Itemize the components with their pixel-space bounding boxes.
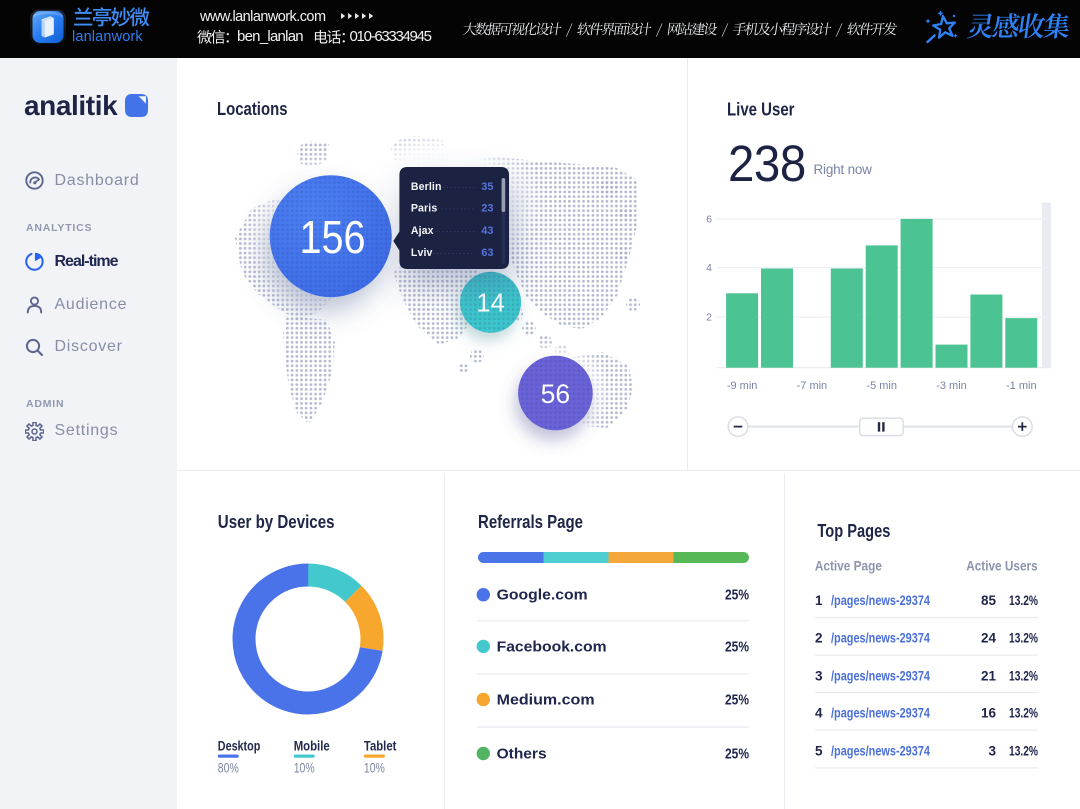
svg-text:13.2%: 13.2% bbox=[1009, 706, 1038, 721]
svg-text:13.2%: 13.2% bbox=[1009, 668, 1038, 683]
svg-text:2: 2 bbox=[706, 312, 712, 324]
svg-text:Tablet: Tablet bbox=[364, 738, 397, 754]
svg-text:14: 14 bbox=[476, 290, 504, 318]
svg-text:/pages/news-29374: /pages/news-29374 bbox=[831, 706, 930, 721]
svg-text:1: 1 bbox=[815, 593, 823, 608]
svg-text:Locations: Locations bbox=[217, 99, 288, 119]
svg-text:/pages/news-29374: /pages/news-29374 bbox=[831, 743, 930, 758]
svg-text:10%: 10% bbox=[364, 761, 385, 776]
svg-text:Google.com: Google.com bbox=[497, 587, 588, 604]
svg-text:13.2%: 13.2% bbox=[1009, 631, 1038, 646]
svg-text:6: 6 bbox=[706, 214, 712, 226]
svg-text:Facebook.com: Facebook.com bbox=[497, 638, 607, 655]
svg-text:25%: 25% bbox=[725, 638, 749, 655]
svg-text:35: 35 bbox=[481, 181, 493, 193]
svg-text:13.2%: 13.2% bbox=[1009, 593, 1038, 608]
svg-text:Lviv: Lviv bbox=[411, 247, 433, 259]
svg-text:63: 63 bbox=[481, 247, 493, 259]
svg-text:80%: 80% bbox=[218, 761, 239, 776]
svg-text:43: 43 bbox=[481, 225, 493, 237]
svg-text:/pages/news-29374: /pages/news-29374 bbox=[831, 668, 930, 683]
svg-text:Paris: Paris bbox=[411, 202, 437, 214]
svg-text:Active Users: Active Users bbox=[966, 558, 1038, 574]
svg-text:24: 24 bbox=[981, 631, 997, 646]
svg-text:3: 3 bbox=[988, 743, 996, 758]
svg-text:10%: 10% bbox=[294, 761, 315, 776]
svg-text:Top Pages: Top Pages bbox=[817, 521, 890, 541]
svg-text:-9 min: -9 min bbox=[727, 380, 758, 392]
svg-text:Live User: Live User bbox=[727, 100, 795, 120]
svg-text:5: 5 bbox=[815, 743, 823, 758]
svg-text:/pages/news-29374: /pages/news-29374 bbox=[831, 631, 930, 646]
svg-text:Desktop: Desktop bbox=[218, 738, 260, 754]
svg-text:Mobile: Mobile bbox=[294, 738, 330, 754]
svg-text:Berlin: Berlin bbox=[411, 181, 442, 193]
svg-text:25%: 25% bbox=[725, 746, 749, 763]
svg-text:Others: Others bbox=[497, 746, 547, 763]
svg-text:13.2%: 13.2% bbox=[1009, 743, 1038, 758]
svg-text:-7 min: -7 min bbox=[797, 380, 828, 392]
svg-text:16: 16 bbox=[981, 706, 997, 721]
svg-text:-5 min: -5 min bbox=[866, 380, 897, 392]
svg-text:User by Devices: User by Devices bbox=[218, 512, 335, 532]
svg-text:56: 56 bbox=[541, 379, 570, 409]
svg-text:/pages/news-29374: /pages/news-29374 bbox=[831, 593, 930, 608]
svg-text:Referrals Page: Referrals Page bbox=[478, 512, 583, 532]
svg-text:Medium.com: Medium.com bbox=[497, 692, 595, 709]
svg-text:-1 min: -1 min bbox=[1006, 380, 1037, 392]
svg-text:-3 min: -3 min bbox=[936, 380, 967, 392]
svg-text:Ajax: Ajax bbox=[411, 225, 434, 237]
svg-text:4: 4 bbox=[706, 262, 712, 274]
svg-text:156: 156 bbox=[300, 211, 366, 263]
svg-text:85: 85 bbox=[981, 593, 997, 608]
svg-text:4: 4 bbox=[815, 706, 823, 721]
svg-text:3: 3 bbox=[815, 668, 823, 683]
svg-text:Active Page: Active Page bbox=[815, 558, 882, 574]
svg-text:25%: 25% bbox=[725, 587, 749, 604]
svg-text:25%: 25% bbox=[725, 692, 749, 709]
svg-text:2: 2 bbox=[815, 631, 823, 646]
svg-text:21: 21 bbox=[981, 668, 997, 683]
svg-text:23: 23 bbox=[481, 202, 493, 214]
